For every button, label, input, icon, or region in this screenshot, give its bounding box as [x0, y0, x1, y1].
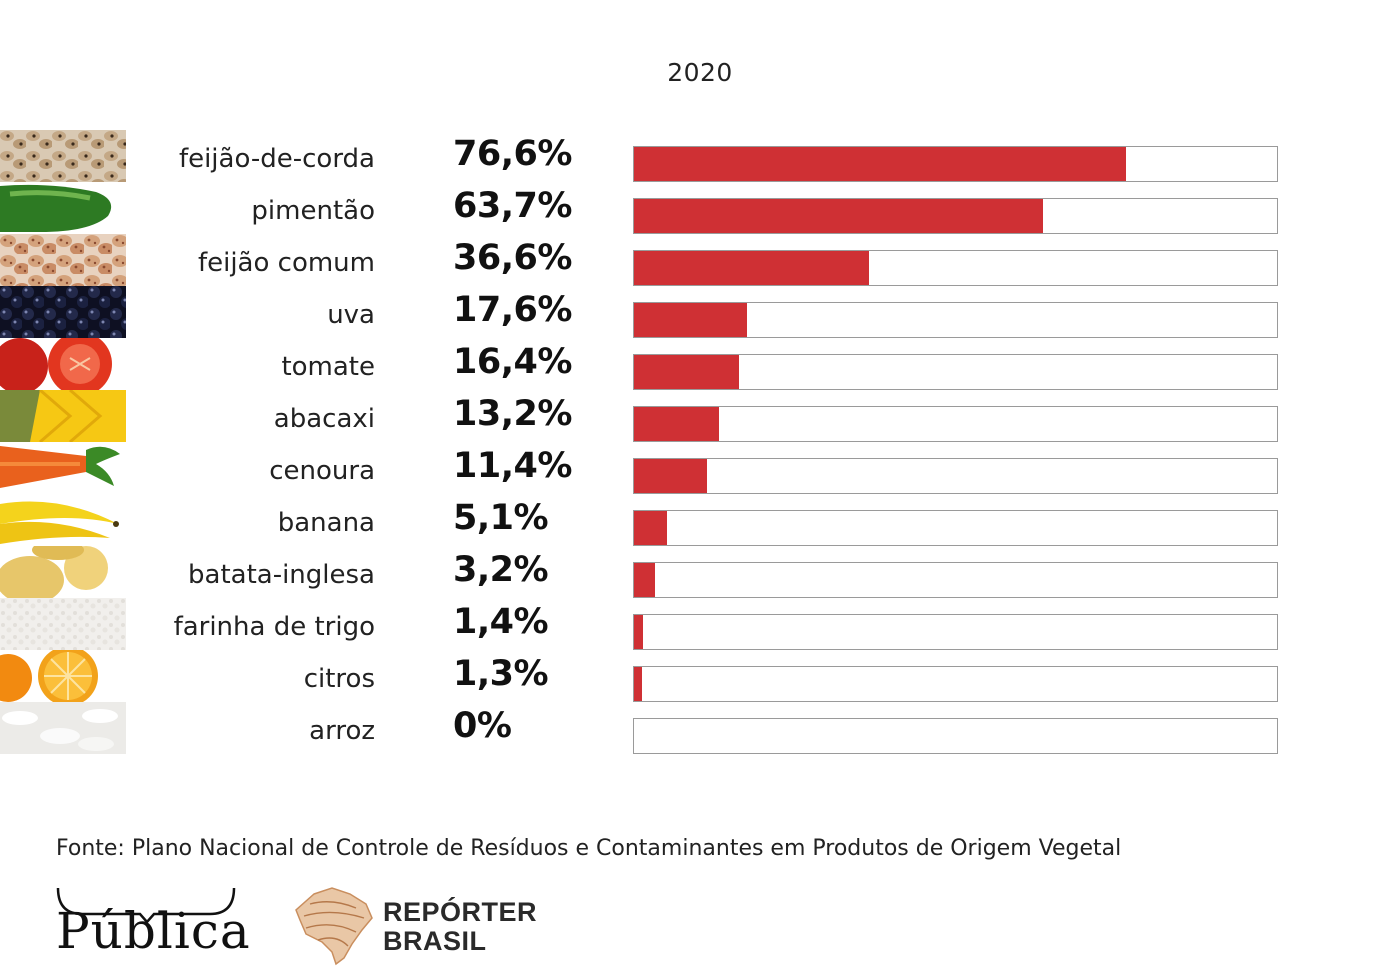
- data-label: 1,4%: [453, 602, 549, 642]
- reporter-wordmark-line1: REPÓRTER: [383, 897, 538, 927]
- bar-track: [633, 354, 1278, 390]
- grapes-icon: [0, 286, 126, 338]
- source-note: Fonte: Plano Nacional de Controle de Res…: [56, 836, 1122, 861]
- bar-track: [633, 562, 1278, 598]
- bar: [634, 355, 740, 389]
- data-label: 1,3%: [453, 654, 549, 694]
- bar-row: feijão comum 36,6%: [0, 234, 1400, 286]
- wheat-flour-icon: [0, 598, 126, 650]
- bar-track: [633, 302, 1278, 338]
- chart-title: 2020: [667, 58, 733, 87]
- category-label: banana: [277, 508, 375, 538]
- bar-track: [633, 666, 1278, 702]
- category-label: feijão comum: [197, 248, 375, 278]
- orange-icon: [0, 650, 126, 702]
- bar: [634, 459, 708, 493]
- category-label: cenoura: [269, 456, 375, 486]
- bar: [634, 667, 643, 701]
- category-label: tomate: [281, 352, 375, 382]
- bar-track: [633, 614, 1278, 650]
- bar: [634, 407, 719, 441]
- bar-track: [633, 718, 1278, 754]
- publica-logo: Pública: [52, 884, 250, 968]
- bar: [634, 511, 667, 545]
- bar-track: [633, 458, 1278, 494]
- carrot-icon: [0, 442, 126, 494]
- bar-row: banana 5,1%: [0, 494, 1400, 546]
- data-label: 13,2%: [453, 394, 572, 434]
- data-label: 3,2%: [453, 550, 549, 590]
- bar-row: arroz 0%: [0, 702, 1400, 754]
- category-label: feijão-de-corda: [178, 144, 375, 174]
- category-label: pimentão: [251, 196, 375, 226]
- bar-row: tomate 16,4%: [0, 338, 1400, 390]
- speech-bubble-icon: [56, 887, 236, 924]
- potato-icon: [0, 546, 126, 598]
- bar-track: [633, 146, 1278, 182]
- category-label: batata-inglesa: [188, 560, 375, 590]
- category-label: citros: [303, 664, 375, 694]
- category-label: abacaxi: [273, 404, 375, 434]
- data-label: 5,1%: [453, 498, 549, 538]
- cowpea-beans-icon: [0, 130, 126, 182]
- data-label: 76,6%: [453, 134, 572, 174]
- data-label: 36,6%: [453, 238, 572, 278]
- tomato-icon: [0, 338, 126, 390]
- bar: [634, 147, 1126, 181]
- data-label: 0%: [453, 706, 512, 746]
- pineapple-icon: [0, 390, 126, 442]
- bar-row: citros 1,3%: [0, 650, 1400, 702]
- data-label: 16,4%: [453, 342, 572, 382]
- bar-track: [633, 406, 1278, 442]
- bar: [634, 303, 747, 337]
- banana-icon: [0, 494, 126, 546]
- data-label: 17,6%: [453, 290, 572, 330]
- bar: [634, 251, 869, 285]
- bar-row: batata-inglesa 3,2%: [0, 546, 1400, 598]
- bar-row: pimentão 63,7%: [0, 182, 1400, 234]
- brazil-map-icon: [295, 887, 373, 966]
- category-label: farinha de trigo: [173, 612, 375, 642]
- bar-row: uva 17,6%: [0, 286, 1400, 338]
- data-label: 63,7%: [453, 186, 572, 226]
- bar-track: [633, 198, 1278, 234]
- rice-icon: [0, 702, 126, 754]
- bar: [634, 615, 643, 649]
- bar-track: [633, 250, 1278, 286]
- category-label: uva: [327, 300, 375, 330]
- bar-track: [633, 510, 1278, 546]
- bar: [634, 563, 655, 597]
- common-beans-icon: [0, 234, 126, 286]
- category-label: arroz: [309, 716, 375, 746]
- bar: [634, 199, 1043, 233]
- publica-wordmark: Pública: [56, 902, 251, 960]
- reporter-wordmark-line2: BRASIL: [383, 926, 487, 956]
- green-pepper-icon: [0, 182, 126, 234]
- reporter-brasil-logo: REPÓRTER BRASIL: [292, 884, 542, 968]
- bar-row: cenoura 11,4%: [0, 442, 1400, 494]
- data-label: 11,4%: [453, 446, 572, 486]
- bar-row: feijão-de-corda 76,6%: [0, 130, 1400, 182]
- bar-row: farinha de trigo 1,4%: [0, 598, 1400, 650]
- bar-row: abacaxi 13,2%: [0, 390, 1400, 442]
